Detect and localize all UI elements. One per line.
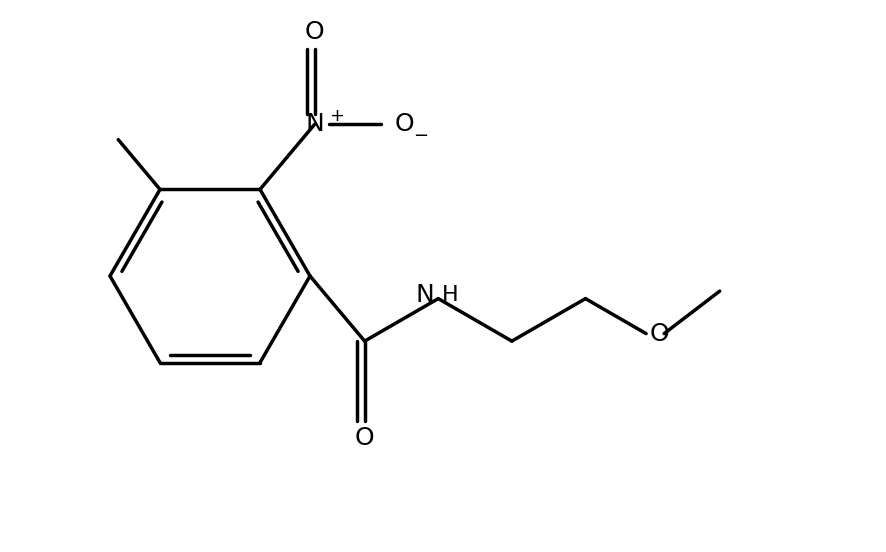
Text: O: O <box>354 426 375 450</box>
Text: O: O <box>650 322 670 346</box>
Text: H: H <box>442 285 459 305</box>
Text: N: N <box>416 283 434 306</box>
Text: O: O <box>305 20 324 44</box>
Text: N: N <box>306 112 324 136</box>
Text: −: − <box>413 128 428 145</box>
Text: +: + <box>329 107 344 125</box>
Text: O: O <box>394 112 415 136</box>
